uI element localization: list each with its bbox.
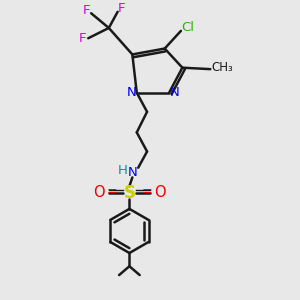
Text: S: S — [123, 184, 135, 202]
Text: N: N — [169, 85, 179, 99]
Text: F: F — [79, 32, 87, 45]
Text: CH₃: CH₃ — [212, 61, 233, 74]
Text: H: H — [118, 164, 128, 177]
Text: =: = — [142, 185, 152, 198]
Text: =: = — [106, 185, 117, 198]
Text: N: N — [127, 85, 136, 99]
Text: F: F — [117, 2, 125, 15]
Text: O: O — [93, 185, 105, 200]
Text: N: N — [128, 166, 138, 178]
Text: O: O — [154, 185, 166, 200]
Text: Cl: Cl — [181, 22, 194, 34]
Text: F: F — [83, 4, 91, 17]
